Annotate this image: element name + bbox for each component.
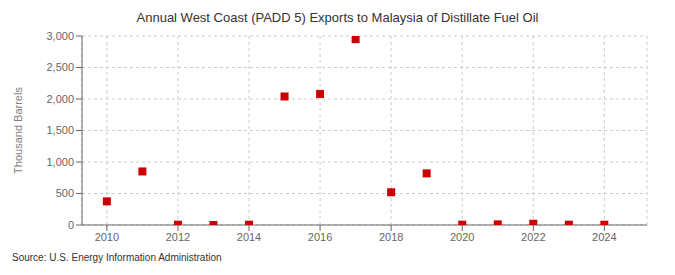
svg-text:2016: 2016 [308, 231, 332, 243]
svg-text:1,000: 1,000 [46, 156, 74, 168]
svg-text:Thousand Barrels: Thousand Barrels [12, 87, 24, 174]
svg-text:0: 0 [68, 219, 74, 231]
svg-text:2,000: 2,000 [46, 93, 74, 105]
svg-text:2022: 2022 [521, 231, 545, 243]
svg-text:2024: 2024 [592, 231, 616, 243]
html-text:Source: U.S. Energy Informatio: Source: U.S. Energy Information Administ… [12, 252, 222, 263]
svg-text:2020: 2020 [450, 231, 474, 243]
svg-text:3,000: 3,000 [46, 30, 74, 42]
svg-text:2012: 2012 [166, 231, 190, 243]
svg-text:2014: 2014 [237, 231, 261, 243]
svg-text:2018: 2018 [379, 231, 403, 243]
svg-text:2010: 2010 [95, 231, 119, 243]
svg-text:500: 500 [56, 187, 74, 199]
html-text:Annual West Coast (PADD 5) Exp: Annual West Coast (PADD 5) Exports to Ma… [136, 10, 539, 25]
svg-text:1,500: 1,500 [46, 124, 74, 136]
svg-text:2,500: 2,500 [46, 61, 74, 73]
